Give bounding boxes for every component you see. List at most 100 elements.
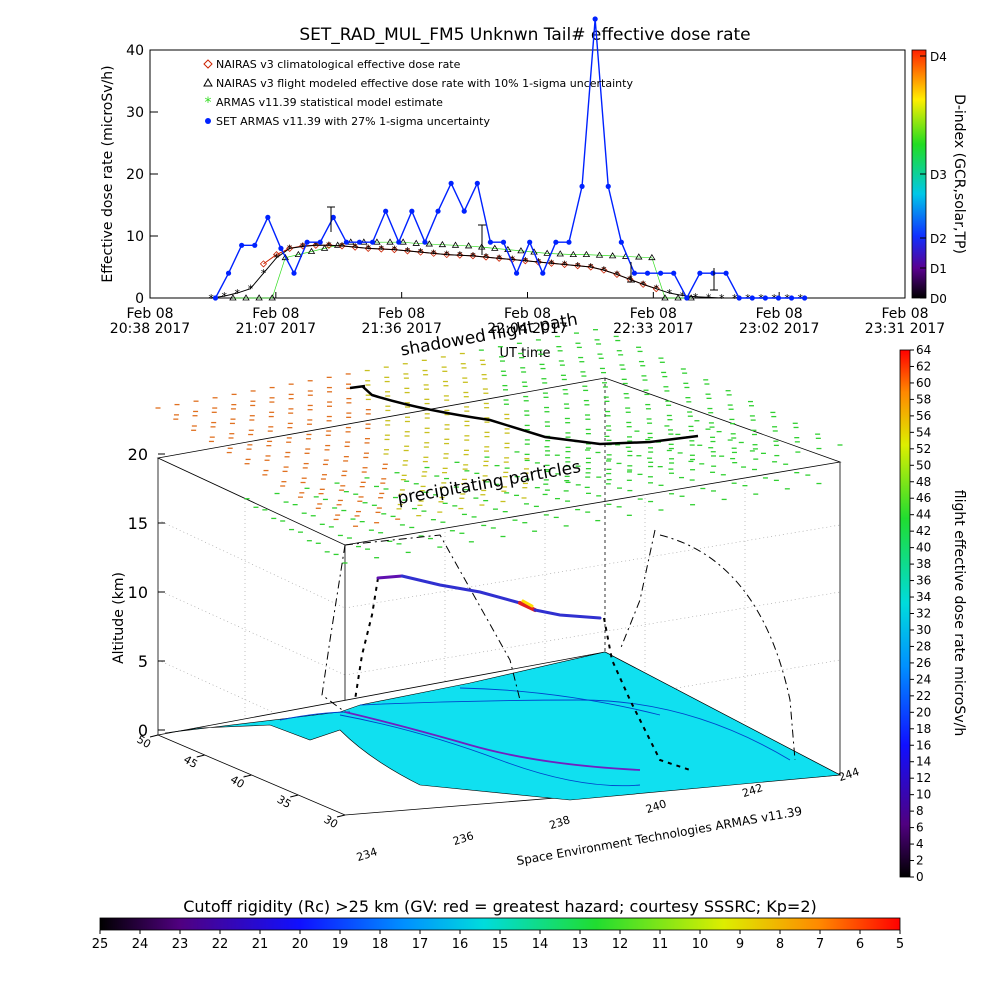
cutoff-rigidity-tick-label: 13 bbox=[572, 937, 589, 952]
altitude-tick-label: 10 bbox=[128, 583, 148, 602]
set-armas-point bbox=[631, 270, 638, 276]
dose-y-tick-label: 30 bbox=[126, 105, 144, 121]
cutoff-rigidity-tick-label: 17 bbox=[412, 937, 429, 952]
cutoff-rigidity-tick-label: 9 bbox=[736, 937, 744, 952]
armas-model-point: * bbox=[235, 287, 241, 300]
longitude-tick-label: 240 bbox=[644, 797, 668, 816]
set-armas-point bbox=[356, 239, 363, 245]
nairas-flight-point bbox=[281, 253, 289, 261]
dose-x-tick-day: Feb 08 bbox=[756, 306, 803, 322]
nairas-flight-point bbox=[517, 247, 525, 254]
armas-model-point: * bbox=[562, 259, 568, 272]
armas-model-point: * bbox=[653, 283, 659, 296]
armas-model-point: * bbox=[352, 241, 358, 254]
series-line bbox=[211, 244, 801, 299]
armas-model-point: * bbox=[470, 250, 476, 263]
dose-chart-title: SET_RAD_MUL_FM5 Unknwn Tail# effective d… bbox=[299, 25, 750, 45]
dose-colorbar-tick-label: 32 bbox=[916, 607, 931, 621]
nairas-clim-point bbox=[443, 251, 451, 259]
set-armas-point bbox=[383, 208, 389, 214]
armas-model-point: * bbox=[379, 243, 385, 256]
armas-model-point: * bbox=[588, 261, 594, 274]
armas-model-point: * bbox=[392, 244, 398, 257]
cutoff-rigidity-tick-label: 22 bbox=[212, 937, 229, 952]
latitude-tick-label: 35 bbox=[275, 793, 294, 811]
cutoff-rigidity-bar bbox=[99, 917, 901, 931]
dose-colorbar-tick-label: 30 bbox=[916, 623, 931, 637]
cutoff-rigidity-title: Cutoff rigidity (Rc) >25 km (GV: red = g… bbox=[183, 897, 817, 916]
set-armas-point bbox=[252, 242, 258, 248]
set-armas-point bbox=[422, 239, 428, 245]
armas-model-point: * bbox=[365, 242, 371, 255]
nairas-clim-point bbox=[521, 257, 529, 265]
d-index-tick-label: D4 bbox=[930, 50, 947, 64]
nairas-clim-point bbox=[430, 249, 438, 257]
nairas-flight-point bbox=[556, 250, 564, 257]
set-armas-point bbox=[343, 239, 349, 245]
dose-colorbar bbox=[899, 349, 911, 878]
cutoff-rigidity-ticks: 25 24 23 22 21 20 19 18 17 16 15 14 13 12 11 10 9 8 7 6 5 bbox=[92, 930, 904, 952]
dose-colorbar-tick-label: 64 bbox=[916, 343, 931, 357]
nairas-clim-point bbox=[482, 253, 490, 261]
set-armas-point bbox=[644, 270, 651, 276]
set-armas-point bbox=[239, 242, 245, 248]
cutoff-rigidity-tick-label: 14 bbox=[532, 937, 549, 952]
altitude-axis: 0 5 10 15 20 bbox=[128, 445, 165, 740]
set-armas-point bbox=[461, 208, 467, 214]
dose-y-tick-label: 20 bbox=[126, 167, 144, 183]
set-armas-point bbox=[278, 245, 284, 251]
armas-model-point: * bbox=[640, 278, 646, 291]
set-armas-point bbox=[513, 270, 520, 276]
armas-model-point: * bbox=[261, 267, 267, 280]
precipitating-particles-label: precipitating particles bbox=[396, 457, 583, 509]
dose-colorbar-tick-label: 6 bbox=[916, 821, 924, 835]
dose-colorbar-tick-label: 14 bbox=[916, 755, 931, 769]
armas-model-point: * bbox=[719, 292, 725, 305]
nairas-flight-point bbox=[608, 252, 617, 259]
legend-marker bbox=[205, 118, 211, 124]
nairas-clim-point bbox=[456, 251, 464, 259]
latitude-tick bbox=[336, 814, 346, 818]
series-line bbox=[214, 18, 805, 300]
altitude-axis-label: Altitude (km) bbox=[111, 572, 127, 664]
scene-wireframe bbox=[156, 377, 842, 815]
legend-label: ARMAS v11.39 statistical model estimate bbox=[216, 96, 443, 109]
credit-label: Space Environment Technologies ARMAS v11… bbox=[515, 804, 803, 868]
set-armas-point bbox=[710, 270, 716, 276]
armas-model-point: * bbox=[444, 249, 450, 262]
nairas-clim-point bbox=[338, 242, 346, 250]
dose-x-tick-time: 22:04 2017 bbox=[487, 321, 567, 337]
cutoff-rigidity-tick-label: 24 bbox=[132, 937, 149, 952]
nairas-clim-point bbox=[377, 245, 385, 253]
latitude-tick bbox=[196, 754, 205, 758]
nairas-flight-point bbox=[635, 253, 643, 260]
dose-colorbar-tick-label: 58 bbox=[916, 392, 931, 406]
dose-x-tick-day: Feb 08 bbox=[378, 306, 425, 322]
dose-x-tick-day: Feb 08 bbox=[504, 306, 551, 322]
dose-colorbar-tick-label: 12 bbox=[916, 771, 931, 785]
armas-model-point: * bbox=[601, 264, 607, 277]
nairas-flight-point bbox=[438, 240, 447, 248]
armas-model-point: * bbox=[496, 252, 502, 265]
set-armas-point bbox=[697, 270, 703, 276]
set-armas-point bbox=[330, 214, 336, 220]
nairas-clim-point bbox=[286, 244, 294, 252]
cutoff-rigidity-tick-label: 10 bbox=[692, 937, 709, 952]
dose-colorbar-ticks: 0246810121416182022242628303234363840424… bbox=[910, 343, 931, 884]
nairas-clim-point bbox=[299, 242, 307, 250]
dose-x-tick-time: 20:38 2017 bbox=[110, 321, 190, 337]
cutoff-rigidity-tick-label: 8 bbox=[776, 937, 784, 952]
nairas-clim-point bbox=[561, 260, 569, 269]
nairas-flight-point bbox=[674, 294, 682, 301]
nairas-clim-point bbox=[495, 254, 503, 262]
nairas-clim-point bbox=[574, 262, 582, 270]
cutoff-rigidity-tick-label: 21 bbox=[252, 937, 269, 952]
set-armas-point bbox=[788, 295, 795, 301]
armas-model-point: * bbox=[509, 254, 515, 267]
set-armas-point bbox=[317, 239, 323, 245]
nairas-flight-point bbox=[582, 250, 591, 258]
nairas-flight-point bbox=[661, 294, 669, 301]
dose-colorbar-tick-label: 10 bbox=[916, 788, 931, 802]
dose-colorbar-tick-label: 40 bbox=[916, 541, 931, 555]
